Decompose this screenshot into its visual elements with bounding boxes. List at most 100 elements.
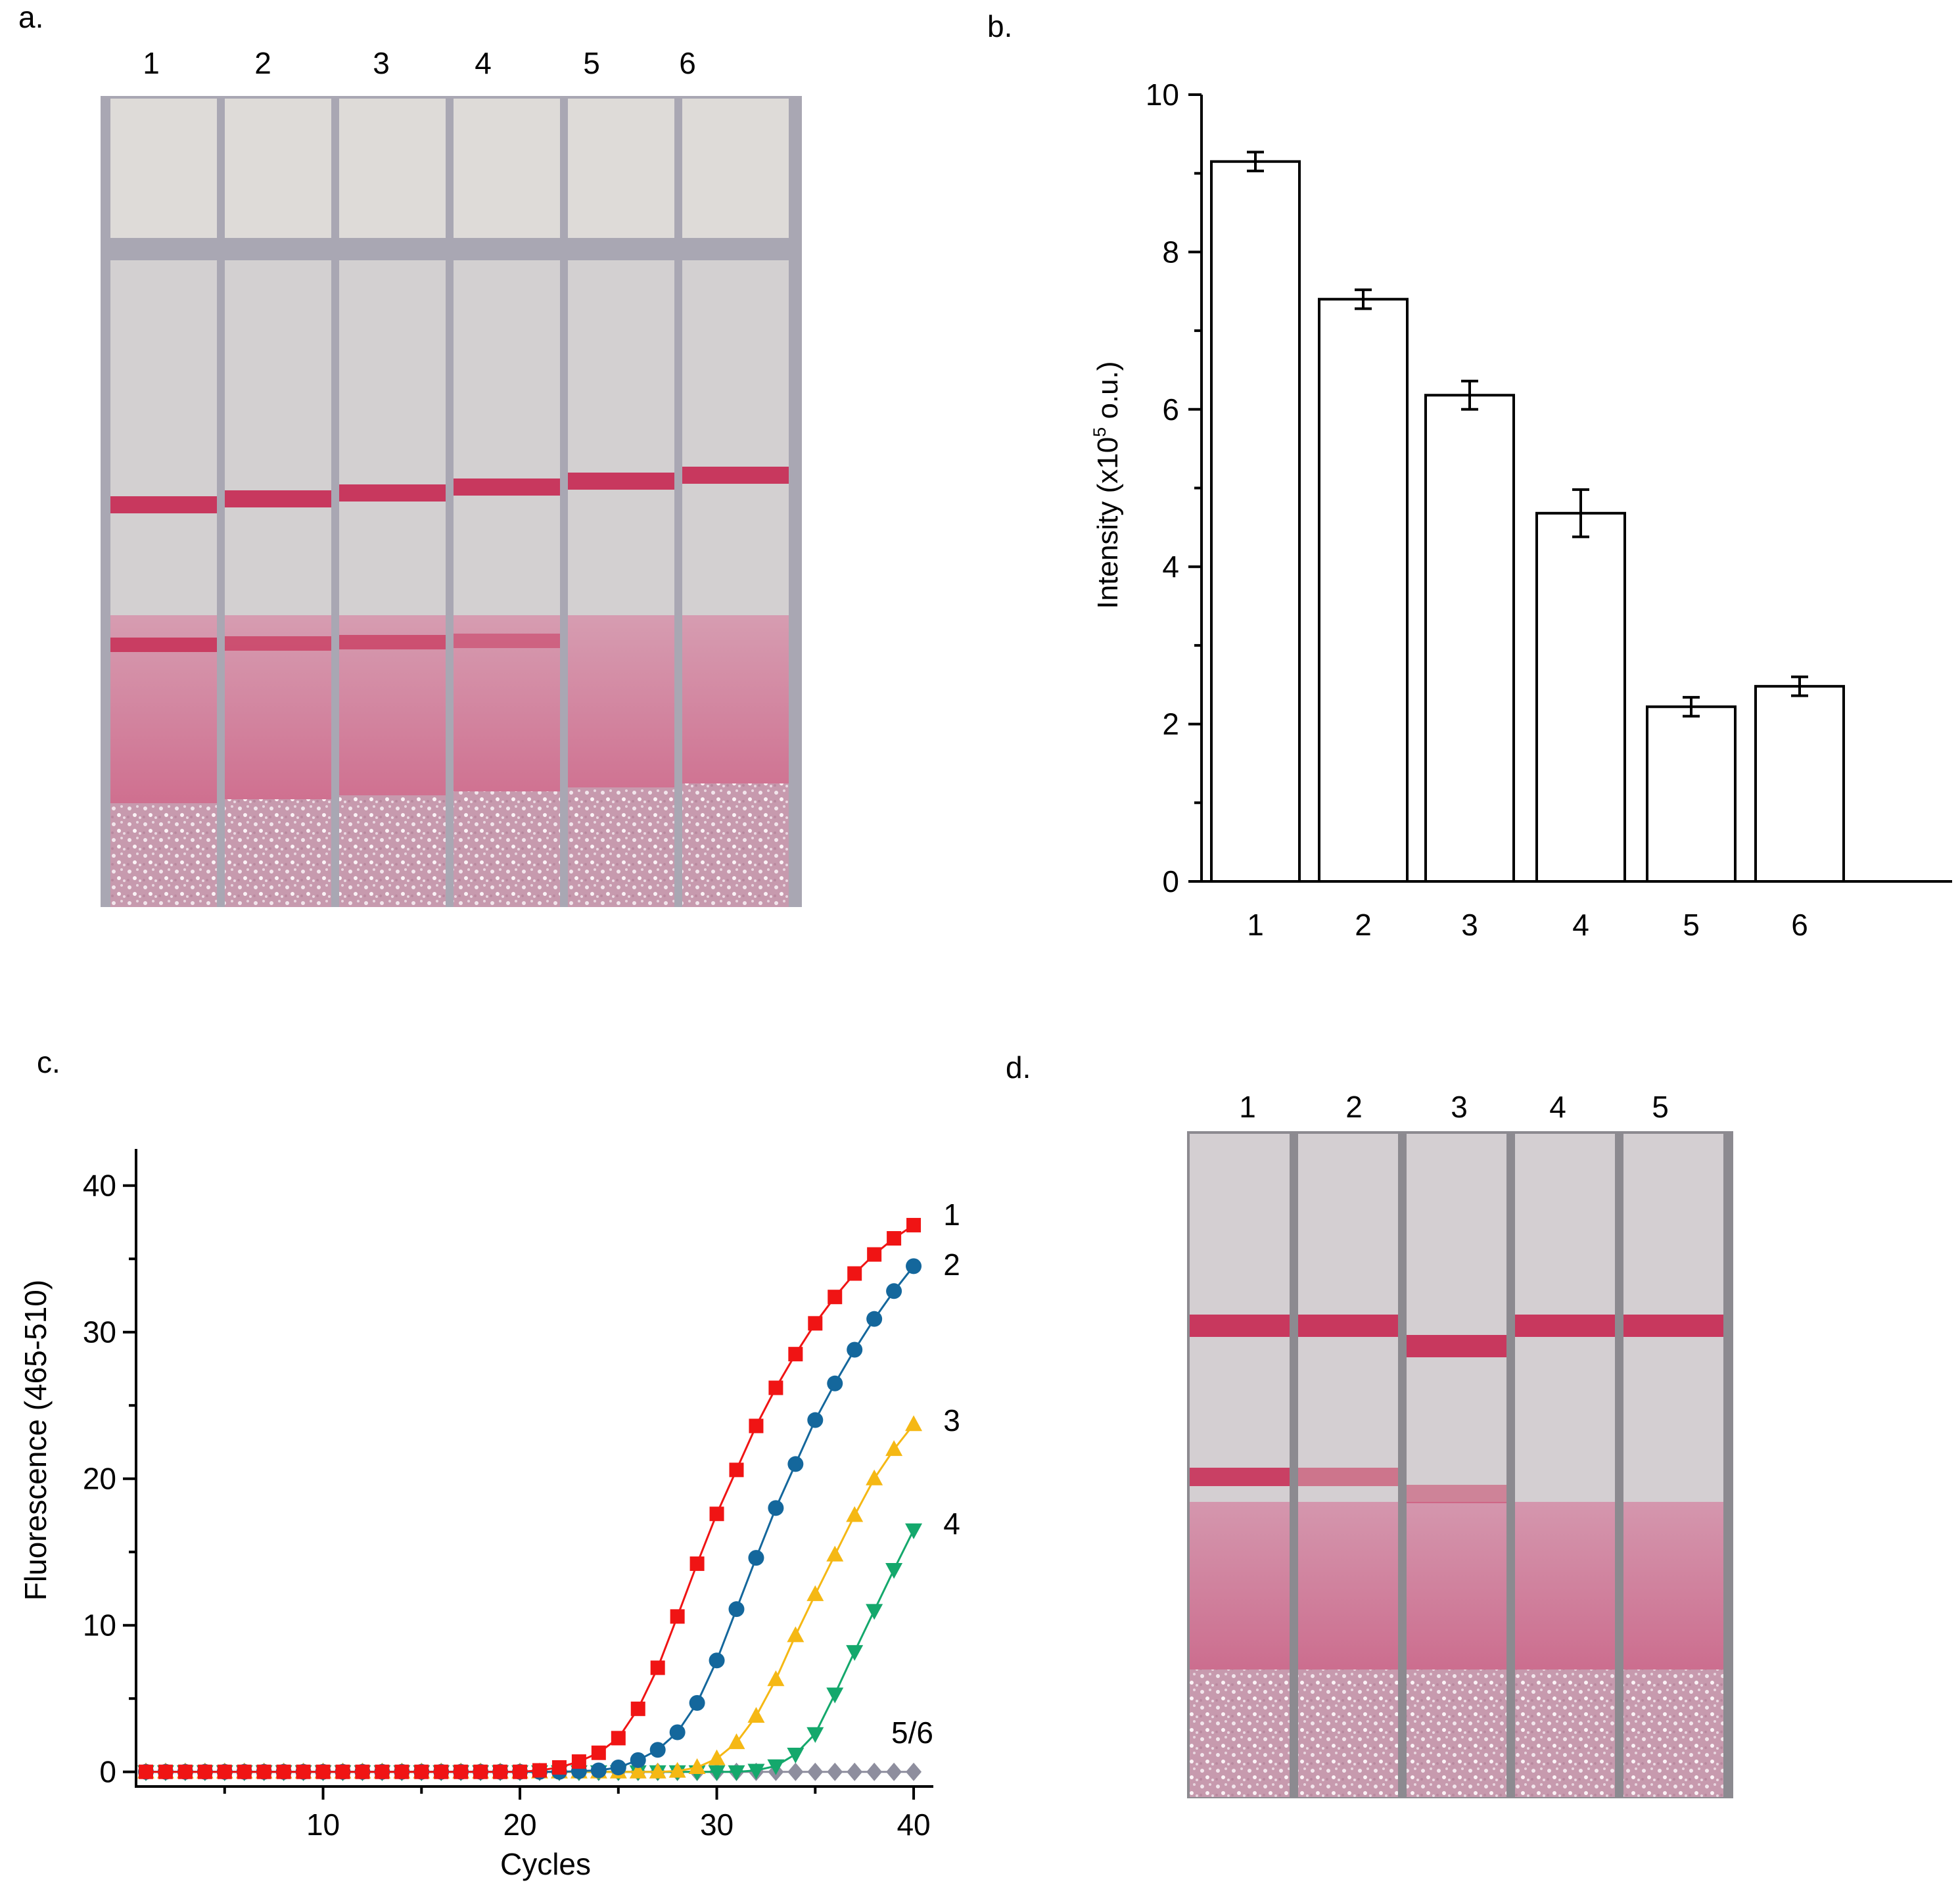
panel-c-point [414, 1764, 429, 1779]
panel-d-lane-label: 4 [1549, 1090, 1566, 1124]
panel-c-point [767, 1759, 785, 1775]
panel-c-point [847, 1342, 863, 1358]
panel-c-point [905, 1415, 923, 1432]
panel-c-point [885, 1562, 903, 1579]
panel-c-series-3 [137, 1415, 923, 1779]
panel-c-point [728, 1765, 745, 1781]
panel-c-point [434, 1764, 449, 1779]
panel-c-point [768, 1380, 783, 1395]
panel-a-test-line [454, 634, 560, 648]
panel-c-point [808, 1316, 823, 1331]
panel-c-point [729, 1462, 744, 1478]
panel-c-point [826, 1545, 844, 1562]
panel-a-strip [682, 99, 789, 907]
panel-c-point [237, 1764, 252, 1779]
panel-a-absorbent-pad [454, 99, 560, 238]
panel-c-point [571, 1754, 586, 1769]
panel-b-y-tick-label: 0 [1162, 864, 1179, 899]
panel-b-bar [1210, 160, 1301, 883]
panel-c-series-label: 2 [943, 1248, 960, 1282]
panel-c-point [768, 1500, 784, 1516]
panel-c-point [767, 1670, 785, 1687]
panel-c-point [906, 1258, 922, 1274]
panel-a-strip [225, 99, 331, 907]
panel-c-point [276, 1764, 291, 1779]
panel-c-series-line [146, 1424, 915, 1773]
panel-c-point [906, 1762, 922, 1781]
panel-c-point [827, 1762, 843, 1781]
panel-c-x-axis-label: Cycles [500, 1847, 591, 1881]
panel-d-lane-label: 3 [1451, 1090, 1468, 1124]
panel-label-c: c. [37, 1045, 60, 1079]
panel-c-series-line [146, 1224, 914, 1773]
panel-b-x-tick-label: 1 [1247, 908, 1264, 942]
panel-a-absorbent-pad [110, 99, 217, 238]
panel-c-point [649, 1742, 666, 1758]
panel-b-y-tick-label: 10 [1146, 78, 1179, 112]
panel-d-control-line [1298, 1315, 1398, 1337]
panel-a-test-line [339, 635, 446, 649]
panel-c-point [806, 1585, 824, 1601]
panel-c-point [906, 1217, 922, 1232]
panel-c-point [787, 1762, 804, 1781]
panel-a-strip [110, 99, 217, 907]
panel-a-control-line [339, 484, 446, 502]
panel-b-y-tick-label: 8 [1162, 235, 1179, 269]
panel-a-control-line [110, 496, 217, 513]
panel-d-sample-pad [1623, 1669, 1723, 1797]
panel-c-point [296, 1764, 311, 1779]
panel-c-point [747, 1706, 765, 1723]
panel-b-x-tick-label: 3 [1461, 908, 1478, 942]
panel-a-membrane-upper [568, 260, 674, 615]
panel-c-series-label: 4 [943, 1506, 960, 1541]
panel-c-point [885, 1440, 903, 1457]
panel-a-absorbent-pad [225, 99, 331, 238]
panel-d-lane-label: 2 [1345, 1090, 1363, 1124]
panel-label-a: a. [18, 0, 43, 34]
panel-c-point [532, 1763, 547, 1778]
panel-c-point [887, 1231, 902, 1246]
panel-a-lane-label: 4 [475, 46, 492, 80]
panel-a-control-line [682, 467, 789, 484]
panel-c-y-axis-label: Fluorescence (465-510) [18, 1280, 53, 1600]
panel-c-x-tick-label: 40 [897, 1808, 930, 1842]
panel-d-control-line [1623, 1315, 1723, 1337]
panel-d-strip [1623, 1134, 1723, 1797]
panel-c-point [650, 1660, 665, 1675]
panel-b-y-axis-label: Intensity (x105 o.u.) [1090, 362, 1124, 609]
panel-a-strip [568, 99, 674, 907]
panel-c-series-line [146, 1265, 915, 1773]
panel-d-control-line [1515, 1315, 1615, 1337]
panel-a-sample-pad [454, 791, 560, 907]
panel-c-point [158, 1764, 173, 1779]
panel-c-point [866, 1762, 883, 1781]
panel-c-point [787, 1747, 805, 1763]
panel-c-point [749, 1418, 764, 1434]
panel-b-x-tick-label: 2 [1355, 908, 1372, 942]
panel-d-test-line [1407, 1485, 1506, 1503]
panel-c-point [493, 1764, 508, 1779]
panel-c-point [728, 1601, 745, 1618]
panel-c-point [689, 1694, 705, 1711]
panel-label-d: d. [1006, 1050, 1031, 1085]
panel-b-bar [1318, 298, 1409, 883]
panel-c-point [375, 1764, 390, 1779]
panel-c-point [846, 1645, 864, 1661]
panel-a-test-line [225, 636, 331, 651]
panel-c-point [806, 1727, 824, 1743]
panel-c-point [315, 1764, 331, 1779]
panel-c-series-label: 1 [943, 1198, 960, 1232]
panel-a-absorbent-pad [339, 99, 446, 238]
panel-a-membrane-upper [110, 260, 217, 615]
panel-c-point [630, 1752, 646, 1768]
panel-b-x-tick-label: 5 [1683, 908, 1700, 942]
panel-c-x-tick-label: 20 [503, 1808, 536, 1842]
panel-a-strip [454, 99, 560, 907]
panel-d-sample-pad [1190, 1669, 1290, 1797]
panel-a-lane-label: 5 [583, 46, 600, 80]
panel-c-point [709, 1506, 724, 1522]
panel-a-control-line [454, 479, 560, 496]
panel-c-series-line [146, 1529, 915, 1773]
